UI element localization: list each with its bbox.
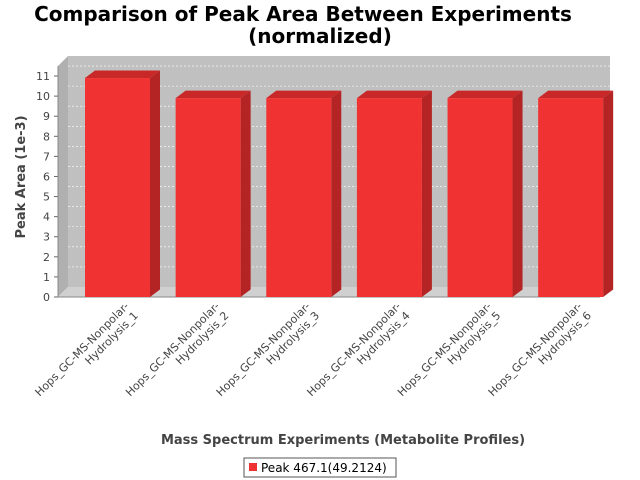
bar-top	[356, 90, 432, 99]
chart-title-line1: Comparison of Peak Area Between Experime…	[34, 2, 572, 26]
y-axis-label: Peak Area (1e-3)	[14, 115, 29, 238]
x-tick-label: Hops_GC-MS-Nonpolar-	[33, 300, 132, 399]
legend: Peak 467.1(49.2124)	[243, 457, 397, 478]
legend-box	[243, 457, 397, 478]
bar-side	[150, 70, 160, 297]
bar-top	[538, 90, 614, 99]
legend-swatch	[249, 463, 257, 471]
x-axis-label: Mass Spectrum Experiments (Metabolite Pr…	[161, 433, 525, 448]
bar-side	[603, 90, 614, 297]
bar-top	[447, 90, 523, 99]
bar-side	[421, 90, 432, 297]
y-tick-label: 7	[43, 150, 50, 163]
bar-top	[85, 70, 160, 79]
bar-side	[512, 90, 523, 297]
y-tick-label: 4	[43, 211, 50, 224]
bar-side	[240, 90, 251, 297]
y-tick-label: 1	[43, 271, 50, 284]
x-tick-label: Hops_GC-MS-Nonpolar-	[395, 300, 494, 399]
y-tick-label: 8	[43, 130, 50, 143]
bar-side	[331, 90, 342, 297]
bar	[266, 98, 332, 297]
x-tick-label: Hops_GC-MS-Nonpolar-	[304, 300, 403, 399]
bar	[356, 98, 422, 297]
bar	[538, 98, 604, 297]
bar	[447, 98, 513, 297]
x-tick-label: Hops_GC-MS-Nonpolar-	[214, 300, 313, 399]
bar	[175, 98, 241, 297]
plot-area: 0 1 2 3 4 5 6 7 8 9 10 11 Hops_GC-MS-Nonpolar-Hydrol…	[33, 56, 614, 399]
y-tick-label: 9	[43, 110, 50, 123]
chart-title-line2: (normalized)	[248, 24, 392, 48]
y-tick-label: 3	[43, 231, 50, 244]
y-tick-label: 10	[36, 90, 50, 103]
y-tick-label: 6	[43, 170, 50, 183]
y-tick-label: 5	[43, 191, 50, 204]
bar-top	[266, 90, 342, 99]
legend-label: Peak 467.1(49.2124)	[261, 461, 387, 475]
y-tick-label: 0	[43, 291, 50, 304]
y-tick-label: 2	[43, 251, 50, 264]
x-tick-label: Hops_GC-MS-Nonpolar-	[486, 300, 585, 399]
bar	[85, 78, 150, 297]
x-tick-label-group: Hops_GC-MS-Nonpolar-Hydrolysis_6	[486, 300, 594, 399]
y-tick-label: 11	[36, 70, 50, 83]
bar-top	[175, 90, 251, 99]
plot-left-wall	[58, 56, 68, 297]
x-tick-label: Hops_GC-MS-Nonpolar-	[123, 300, 222, 399]
